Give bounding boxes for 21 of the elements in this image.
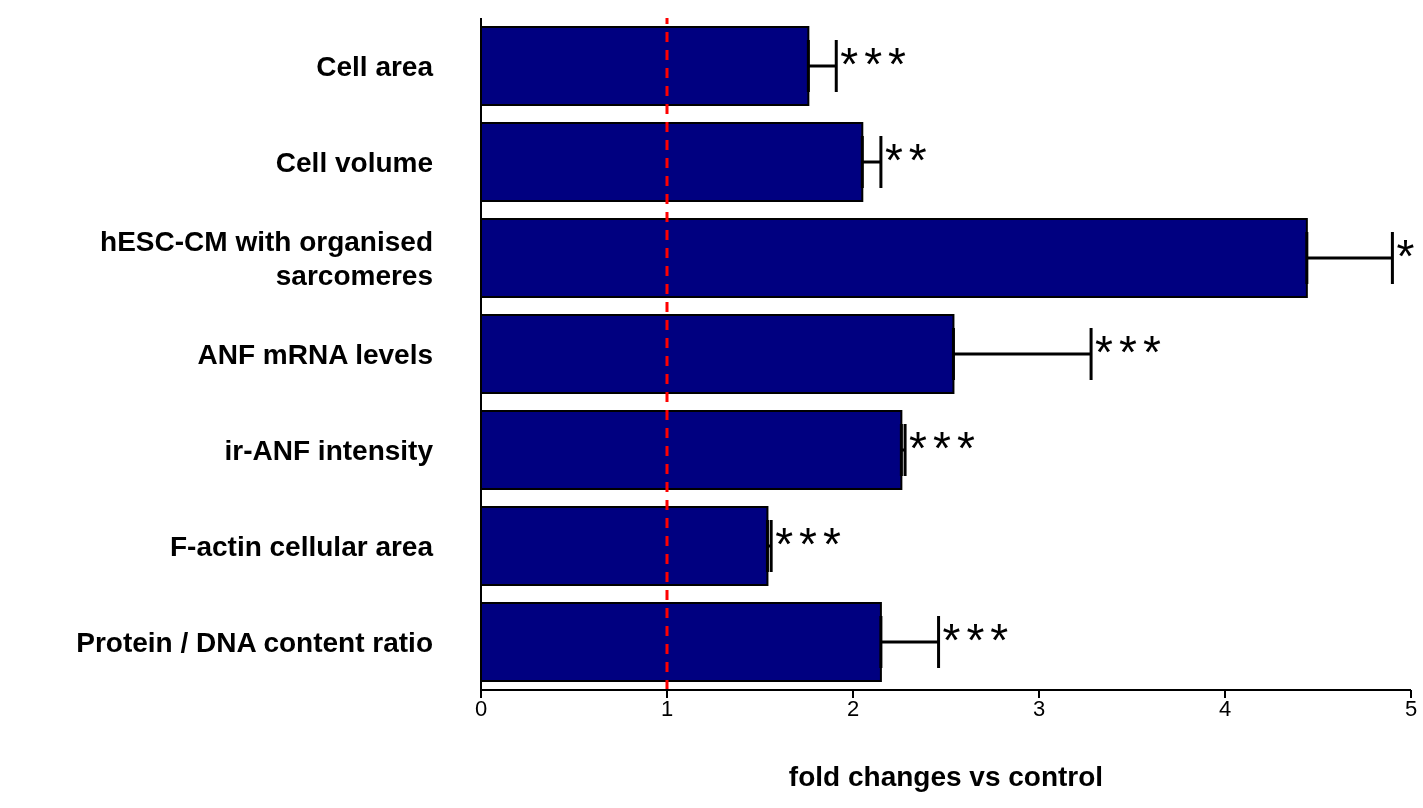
annotation: ***	[942, 614, 1015, 666]
annotation: ***	[1095, 326, 1167, 378]
annotation: ***	[775, 518, 847, 570]
x-tick-label: 1	[660, 695, 674, 721]
x-tick-label: 2	[846, 695, 860, 721]
x-tick-label: 0	[474, 695, 488, 721]
x-tick-label: 4	[1218, 695, 1232, 721]
x-tick-label: 5	[1404, 695, 1418, 721]
x-axis-title: fold changes vs control	[788, 761, 1104, 792]
y-tick-label: Cell volume	[275, 146, 433, 178]
annotation: ***	[840, 38, 912, 90]
y-tick-label: ANF mRNA levels	[197, 338, 433, 370]
annotation: **	[884, 134, 933, 186]
annotation: *	[1396, 230, 1421, 282]
x-tick-label: 3	[1032, 695, 1046, 721]
y-tick-label: Protein / DNA content ratio	[76, 626, 433, 658]
annotation: ***	[909, 422, 981, 474]
y-tick-label: Cell area	[316, 50, 434, 82]
y-tick-label: F-actin cellular area	[169, 530, 434, 562]
y-tick-label: hESC-CM with organised sarcomeres	[100, 225, 433, 291]
y-tick-label: ir-ANF intensity	[224, 434, 434, 466]
